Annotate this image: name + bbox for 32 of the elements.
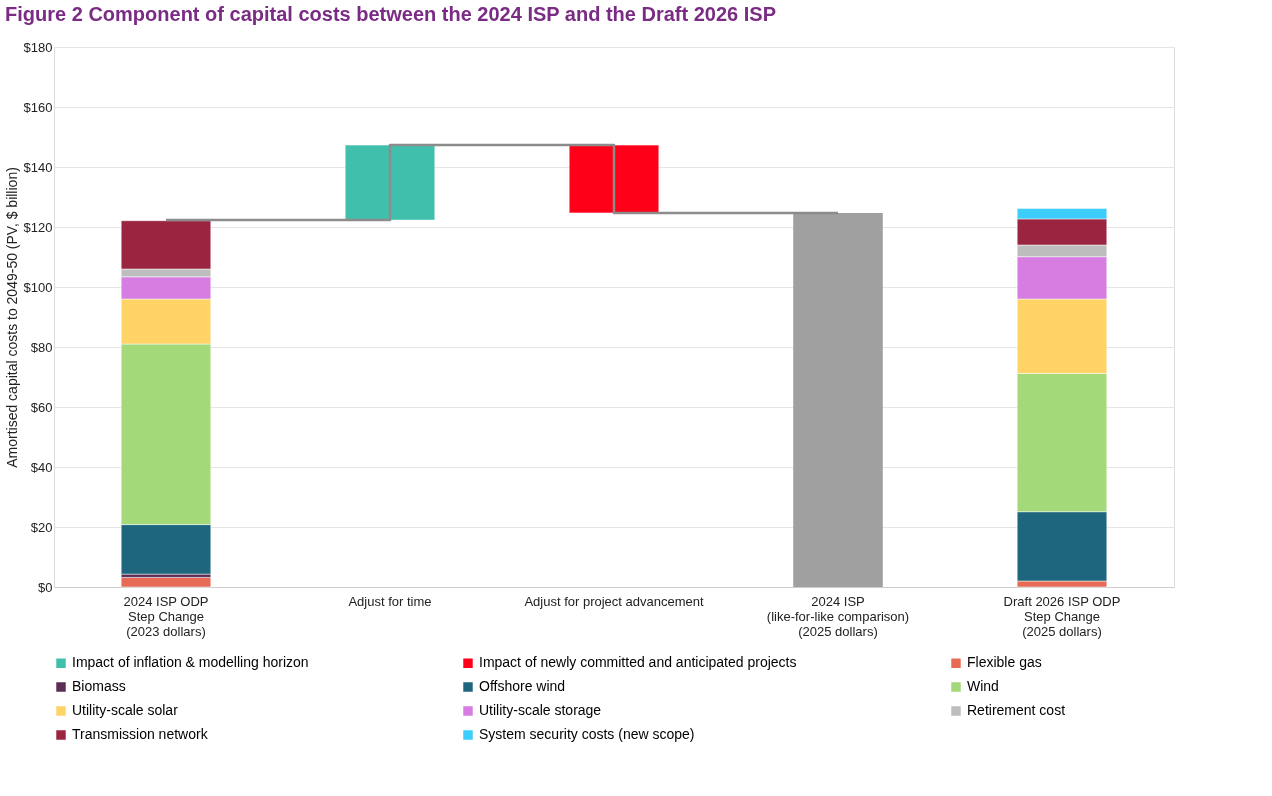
x-tick-label: 2024 ISP (like-for-like comparison) (2025 dollars) xyxy=(766,593,910,639)
y-tick-label: $100 xyxy=(23,279,53,295)
legend-label: Flexible gas xyxy=(967,654,1042,671)
x-tick-label: Adjust for time xyxy=(348,593,432,609)
legend-label: Offshore wind xyxy=(479,678,566,694)
x-tick-label: 2024 ISP ODP Step Change (2023 dollars) xyxy=(123,593,209,639)
legend-label: Utility-scale storage xyxy=(479,702,602,718)
bar xyxy=(793,212,883,587)
y-axis-title: Amortised capital costs to 2049-50 (PV, $ billion) xyxy=(3,167,20,468)
legend-label: Impact of newly committed and anticipated projects xyxy=(479,654,797,671)
bar xyxy=(568,144,660,214)
y-tick-label: $120 xyxy=(23,219,53,235)
bar xyxy=(344,144,436,221)
legend-label: Biomass xyxy=(72,678,126,694)
legend-label: System security costs (new scope) xyxy=(479,726,695,742)
legend-label: Wind xyxy=(967,678,999,694)
legend-label: Impact of inflation & modelling horizon xyxy=(72,654,309,671)
x-tick-label: Adjust for project advancement xyxy=(524,593,704,609)
bar xyxy=(120,577,212,588)
y-tick-label: $60 xyxy=(30,399,53,415)
y-tick-label: $0 xyxy=(38,579,53,595)
y-tick-label: $80 xyxy=(30,339,53,355)
legend-label: Retirement cost xyxy=(967,702,1066,718)
legend-label: Transmission network xyxy=(72,726,209,742)
y-tick-label: $40 xyxy=(30,459,53,475)
y-tick-label: $20 xyxy=(30,519,53,535)
y-tick-label: $180 xyxy=(23,39,53,55)
x-tick-label: Draft 2026 ISP ODP Step Change (2025 dollars) xyxy=(1003,593,1121,639)
y-tick-label: $140 xyxy=(23,159,53,175)
y-tick-label: $160 xyxy=(23,99,53,115)
chart-title: Figure 2 Component of capital costs between the 2024 ISP and the Draft 2026 ISP xyxy=(5,3,777,25)
legend-label: Utility-scale solar xyxy=(72,702,179,718)
